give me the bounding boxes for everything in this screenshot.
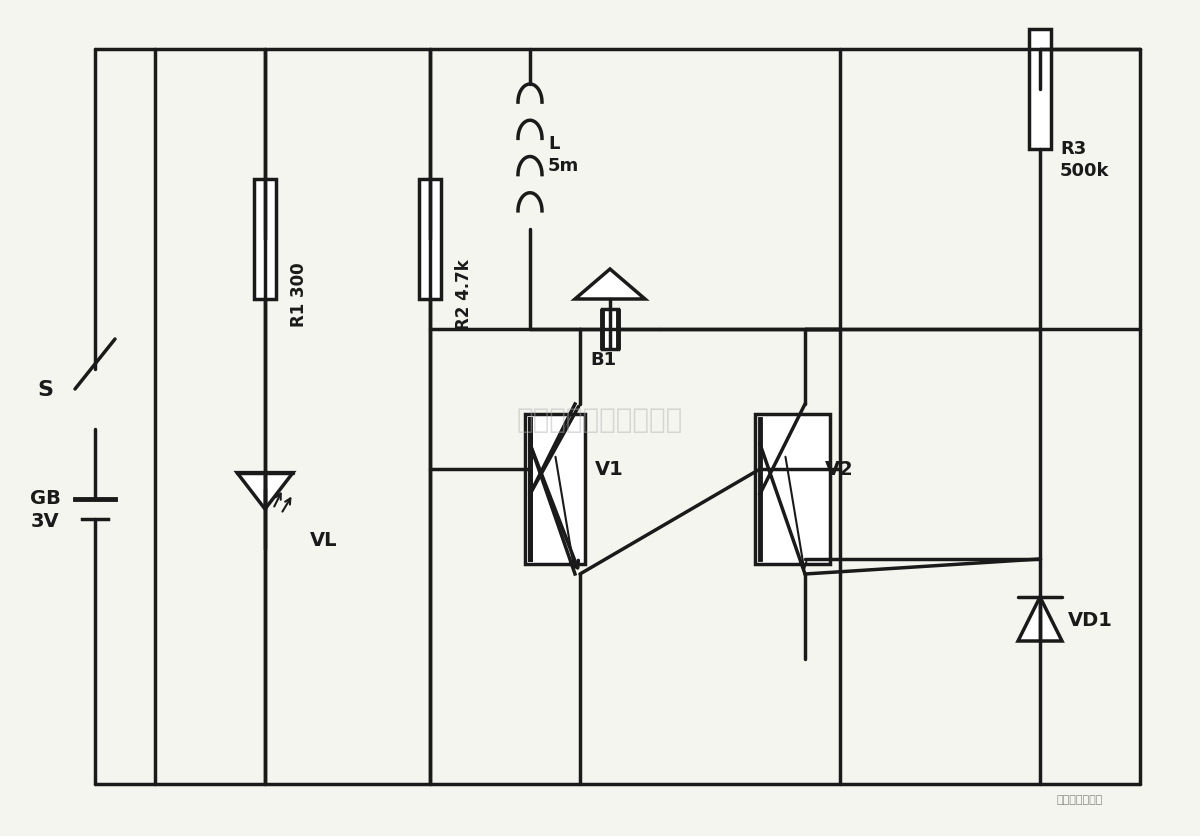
Text: 杭州将睽科技有限公司: 杭州将睽科技有限公司 [517, 405, 683, 434]
Text: VL: VL [310, 530, 337, 549]
Text: V1: V1 [595, 460, 624, 479]
Text: B1: B1 [590, 350, 616, 369]
Bar [602, 309, 618, 349]
Bar [526, 415, 586, 564]
Bar [254, 180, 276, 299]
Text: V2: V2 [826, 460, 853, 479]
Bar [419, 180, 442, 299]
Polygon shape [238, 473, 293, 509]
Bar [755, 415, 830, 564]
Text: R2 4.7k: R2 4.7k [455, 259, 473, 330]
Polygon shape [1018, 597, 1062, 641]
Text: VD1: VD1 [1068, 609, 1112, 629]
Text: GB
3V: GB 3V [30, 488, 60, 531]
Text: R1 300: R1 300 [290, 263, 308, 327]
Text: R3
500k: R3 500k [1060, 140, 1110, 180]
Text: S: S [37, 380, 53, 400]
Bar [1030, 30, 1051, 150]
Polygon shape [575, 270, 646, 299]
Text: 维库电子市场网: 维库电子市场网 [1057, 794, 1103, 804]
Text: L
5m: L 5m [548, 135, 580, 175]
